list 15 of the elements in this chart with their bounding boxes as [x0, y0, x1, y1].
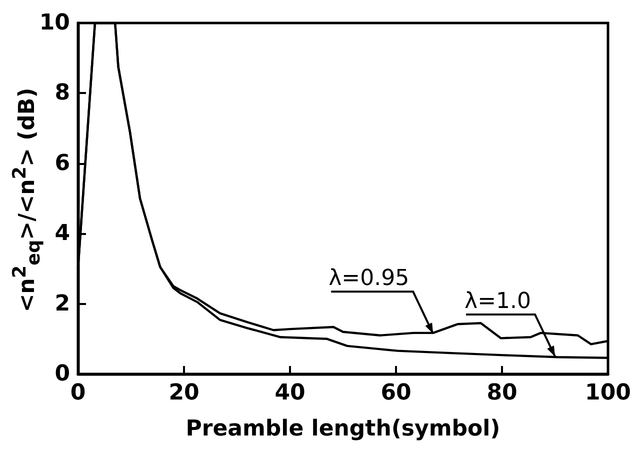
- y-tick-label: 2: [54, 291, 70, 316]
- x-tick-label: 20: [168, 380, 200, 406]
- x-tick-label: 40: [274, 380, 306, 406]
- y-tick-label: 10: [39, 10, 70, 36]
- x-tick-label: 100: [585, 380, 631, 406]
- y-tick-label: 0: [54, 362, 70, 386]
- x-tick-label: 0: [70, 380, 86, 406]
- annotation: λ=1.0: [464, 288, 531, 314]
- y-tick-label: 8: [54, 80, 70, 106]
- annotation: λ=0.95: [328, 266, 410, 292]
- x-axis-title: Preamble length(symbol): [186, 416, 500, 442]
- y-tick-label: 6: [54, 150, 70, 176]
- x-tick-label: 60: [380, 380, 412, 406]
- x-tick-label: 80: [486, 380, 518, 406]
- y-tick-label: 4: [54, 221, 70, 246]
